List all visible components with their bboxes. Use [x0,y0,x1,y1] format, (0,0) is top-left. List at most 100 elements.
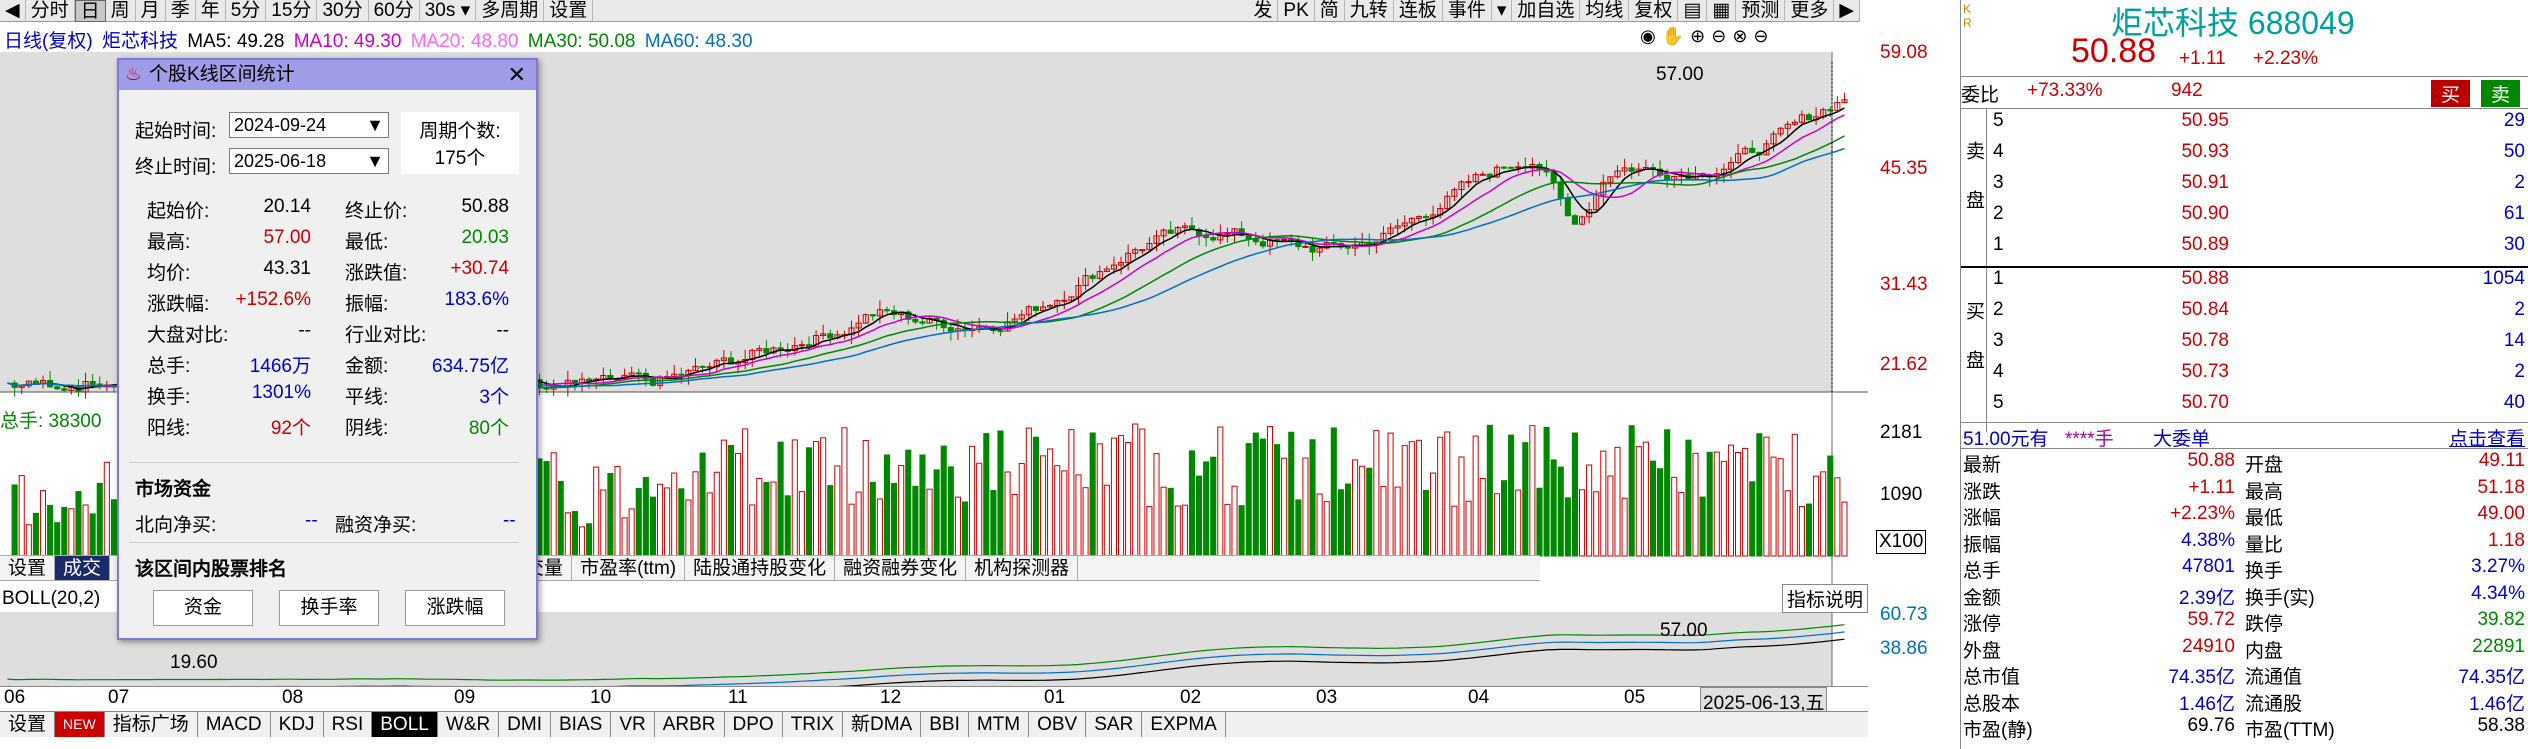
prev-icon[interactable]: ◀ [0,0,26,22]
tb-pk[interactable]: PK [1278,0,1315,22]
stat-value: 1.46亿 [2469,693,2525,715]
rank-fund-button[interactable]: 资金 [153,590,253,626]
tb-more[interactable]: 更多 [1785,0,1835,22]
volume-bar [1330,427,1337,557]
indicator-tab-15[interactable]: BBI [921,712,969,737]
stat-label: 换手 [2245,561,2284,582]
zoom-in-icon[interactable]: ⊕ [1690,26,1712,46]
candle-body [1167,229,1174,234]
tb-30s-select[interactable]: 30s ▾ [420,0,477,22]
volume-bar [678,488,685,557]
indicator-tab-19[interactable]: EXPMA [1142,712,1226,737]
end-date-select[interactable]: 2025-06-18 ▼ [229,148,389,174]
vol-tab-10[interactable]: 融资融券变化 [835,556,967,580]
indicator-tab-11[interactable]: ARBR [655,712,725,737]
minus-icon[interactable]: ⊖ [1753,26,1775,46]
volume-bar [883,454,891,557]
indicator-tab-13[interactable]: TRIX [783,712,843,737]
tb-jiuzhuan[interactable]: 九转 [1345,0,1394,22]
start-date-select[interactable]: 2024-09-24 ▼ [229,112,389,138]
tb-fa[interactable]: 发 [1248,0,1279,22]
vol-tab-11[interactable]: 机构探测器 [966,556,1079,580]
margin-label: 融资净买: [335,515,417,536]
indicator-tab-17[interactable]: OBV [1029,712,1087,737]
volume-bar [763,481,770,557]
volume-bar [1593,491,1600,557]
zoom-out-icon[interactable]: ⊖ [1711,26,1733,46]
dialog-titlebar: ♨ 个股K线区间统计 ✕ [119,60,536,90]
stat-2-v2: +30.74 [450,258,509,279]
volume-bar [47,504,54,557]
indicator-tab-14[interactable]: 新DMA [843,712,922,737]
close-icon[interactable]: ✕ [507,62,526,87]
tb-week[interactable]: 周 [106,0,136,22]
indicator-tab-9[interactable]: BIAS [551,712,612,737]
volume-bar [1586,464,1593,557]
candle-body [1422,216,1430,219]
indicator-tab-2[interactable]: 指标广场 [105,712,198,737]
tb-lianban[interactable]: 连板 [1394,0,1443,22]
tb-jian[interactable]: 简 [1315,0,1345,22]
tb-dropdown-icon[interactable]: ▾ [1492,0,1513,22]
indicator-tab-5[interactable]: RSI [324,712,373,737]
stat-6-v2: 3个 [479,387,509,408]
date-tick-8: 02 [1180,687,1202,708]
rank-turnover-button[interactable]: 换手率 [279,590,379,626]
layout-icon[interactable]: ▤ [1678,0,1708,22]
tb-30min[interactable]: 30分 [317,0,369,22]
tb-month[interactable]: 月 [136,0,166,22]
indicator-tab-8[interactable]: DMI [499,712,551,737]
stat-value: 2.39亿 [2179,587,2235,609]
tb-5min[interactable]: 5分 [226,0,267,22]
candle-body [1465,181,1472,184]
tb-60min[interactable]: 60分 [369,0,420,22]
indicator-tab-12[interactable]: DPO [725,712,783,737]
rank-change-button[interactable]: 涨跌幅 [405,590,505,626]
volume-bar [1486,424,1493,557]
order-view-link[interactable]: 点击查看 [2448,429,2525,450]
candle-body [1103,268,1110,273]
grid-icon[interactable]: ▦ [1707,0,1737,22]
tb-predict[interactable]: 预测 [1736,0,1786,22]
vol-tab-8[interactable]: 市盈率(ttm) [572,556,686,580]
candle-body [798,344,805,347]
close-icon[interactable]: ⊗ [1732,26,1754,46]
tb-fuquan[interactable]: 复权 [1629,0,1679,22]
candle-body [61,388,68,391]
tb-15min[interactable]: 15分 [266,0,318,22]
vol-tab-1[interactable]: 成交 [55,556,111,580]
level: 3 [1993,172,2004,193]
sell-button[interactable]: 卖 [2481,80,2521,107]
tb-year[interactable]: 年 [196,0,226,22]
indicator-tab-18[interactable]: SAR [1086,712,1143,737]
volume-bar [1621,497,1628,557]
indicator-tab-4[interactable]: KDJ [271,712,324,737]
indicator-tab-16[interactable]: MTM [969,712,1030,737]
indicator-tab-10[interactable]: VR [611,712,655,737]
tb-add-watch[interactable]: 加自选 [1512,0,1581,22]
candle-body [1089,275,1096,279]
buy-button[interactable]: 买 [2431,80,2471,107]
vol-tab-0[interactable]: 设置 [0,556,56,580]
tb-season[interactable]: 季 [166,0,196,22]
hand-icon[interactable]: ✋ [1661,26,1691,46]
level: 4 [1993,141,2004,162]
tb-event[interactable]: 事件 [1443,0,1492,22]
tb-day[interactable]: 日 [74,0,106,22]
scroll-right-icon[interactable]: ▶ [1834,0,1860,22]
north-label: 北向净买: [135,515,217,536]
indicator-tab-1[interactable]: NEW [55,712,105,737]
indicator-tab-7[interactable]: W&R [438,712,500,737]
tb-settings[interactable]: 设置 [544,0,594,22]
indicator-tab-6[interactable]: BOLL [372,712,438,737]
eye-icon[interactable]: ◉ [1640,26,1662,46]
tb-ma[interactable]: 均线 [1580,0,1630,22]
volume-bar [1820,471,1827,557]
tb-multi-period[interactable]: 多周期 [476,0,545,22]
stat-3-l2: 振幅: [345,294,389,315]
indicator-explain-button[interactable]: 指标说明 [1782,584,1868,613]
tb-fenshi[interactable]: 分时 [26,0,75,22]
vol-tab-9[interactable]: 陆股通持股变化 [685,556,836,580]
indicator-tab-0[interactable]: 设置 [0,712,56,737]
indicator-tab-3[interactable]: MACD [198,712,271,737]
